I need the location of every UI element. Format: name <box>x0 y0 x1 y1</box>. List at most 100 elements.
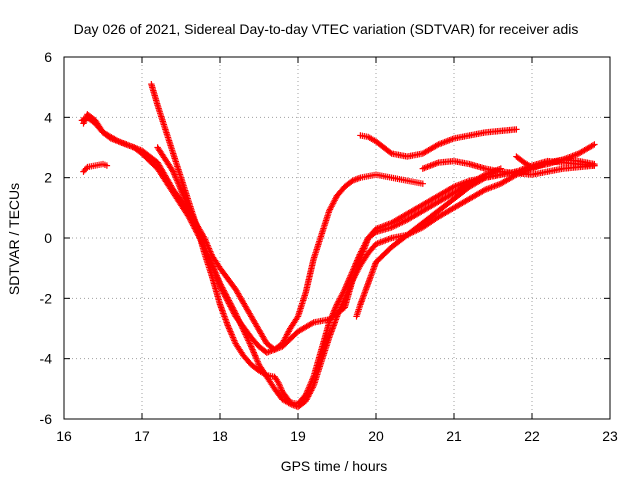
data-point <box>333 313 341 320</box>
data-point <box>223 292 230 300</box>
data-point <box>175 180 182 187</box>
data-point <box>433 142 441 149</box>
data-point <box>222 291 230 298</box>
data-point <box>224 294 231 301</box>
data-point <box>180 192 187 199</box>
data-point <box>238 322 245 329</box>
data-point <box>233 311 240 319</box>
data-point <box>207 257 214 264</box>
data-point <box>205 254 213 261</box>
data-point <box>82 115 89 123</box>
data-point <box>233 313 241 320</box>
data-point <box>226 298 233 306</box>
data-point <box>192 219 199 227</box>
series-track-3 <box>80 160 111 175</box>
data-point <box>327 316 334 323</box>
data-point <box>241 329 249 337</box>
data-point <box>346 283 354 290</box>
data-point <box>335 308 343 316</box>
data-point <box>186 206 193 213</box>
data-point <box>206 255 213 263</box>
data-point <box>336 307 343 314</box>
x-tick-label: 18 <box>212 428 228 444</box>
data-point <box>341 295 348 302</box>
data-point <box>226 326 233 334</box>
y-tick-label: 2 <box>44 170 52 186</box>
data-point <box>342 292 350 299</box>
data-point <box>240 326 247 334</box>
data-point <box>217 281 224 288</box>
data-point <box>344 289 351 296</box>
data-point <box>234 314 241 322</box>
data-point <box>229 304 236 311</box>
plot-frame <box>63 56 611 420</box>
data-point <box>212 269 219 276</box>
data-point <box>210 266 218 273</box>
data-point <box>339 301 346 308</box>
data-point <box>335 310 342 317</box>
data-point <box>183 200 191 207</box>
data-point <box>80 118 88 126</box>
y-axis-label: SDTVAR / TECUs <box>6 183 22 295</box>
data-point <box>205 252 212 260</box>
data-point <box>308 320 316 327</box>
x-tick-label: 16 <box>56 428 72 444</box>
data-point <box>248 343 255 350</box>
data-point <box>190 216 198 224</box>
data-point <box>231 308 239 316</box>
data-point <box>231 337 238 344</box>
data-point <box>214 274 221 281</box>
data-point <box>207 258 215 266</box>
data-point <box>254 358 261 365</box>
data-point <box>204 251 211 258</box>
data-point <box>175 182 183 189</box>
data-point <box>240 328 248 335</box>
data-point <box>170 169 178 177</box>
data-point <box>81 117 88 124</box>
data-point <box>449 184 456 191</box>
data-point <box>355 254 362 261</box>
data-point <box>277 385 285 393</box>
data-point <box>227 301 235 308</box>
data-point <box>337 305 344 313</box>
y-tick-label: 4 <box>44 109 52 125</box>
data-point <box>253 355 260 362</box>
data-point <box>213 272 220 279</box>
data-point <box>188 210 195 218</box>
data-point <box>228 331 235 338</box>
data-point <box>189 213 196 221</box>
data-point <box>103 162 111 169</box>
data-point <box>230 305 237 313</box>
data-point <box>371 229 378 237</box>
data-point <box>253 356 261 364</box>
data-point <box>356 251 363 258</box>
data-point <box>249 347 257 355</box>
data-point <box>214 275 222 282</box>
data-point <box>202 246 209 254</box>
data-point <box>227 329 235 337</box>
x-tick-label: 19 <box>290 428 306 444</box>
data-point <box>248 344 256 352</box>
data-point <box>326 319 333 326</box>
data-point <box>208 260 215 267</box>
data-point <box>181 195 189 202</box>
data-point <box>80 120 87 127</box>
data-point <box>209 263 217 270</box>
data-point <box>252 353 259 361</box>
data-point <box>249 346 256 353</box>
x-tick-label: 22 <box>524 428 540 444</box>
data-point <box>340 296 348 304</box>
data-point <box>209 261 216 269</box>
data-point <box>235 317 243 325</box>
data-point <box>225 297 233 304</box>
chart-title: Day 026 of 2021, Sidereal Day-to-day VTE… <box>74 21 579 37</box>
data-point <box>245 338 253 346</box>
data-point <box>181 194 188 201</box>
data-point <box>201 245 209 252</box>
data-point <box>225 325 233 332</box>
data-point <box>230 307 238 314</box>
data-point <box>309 384 317 391</box>
data-point <box>275 379 282 386</box>
data-point <box>228 303 236 310</box>
data-point <box>220 287 227 294</box>
